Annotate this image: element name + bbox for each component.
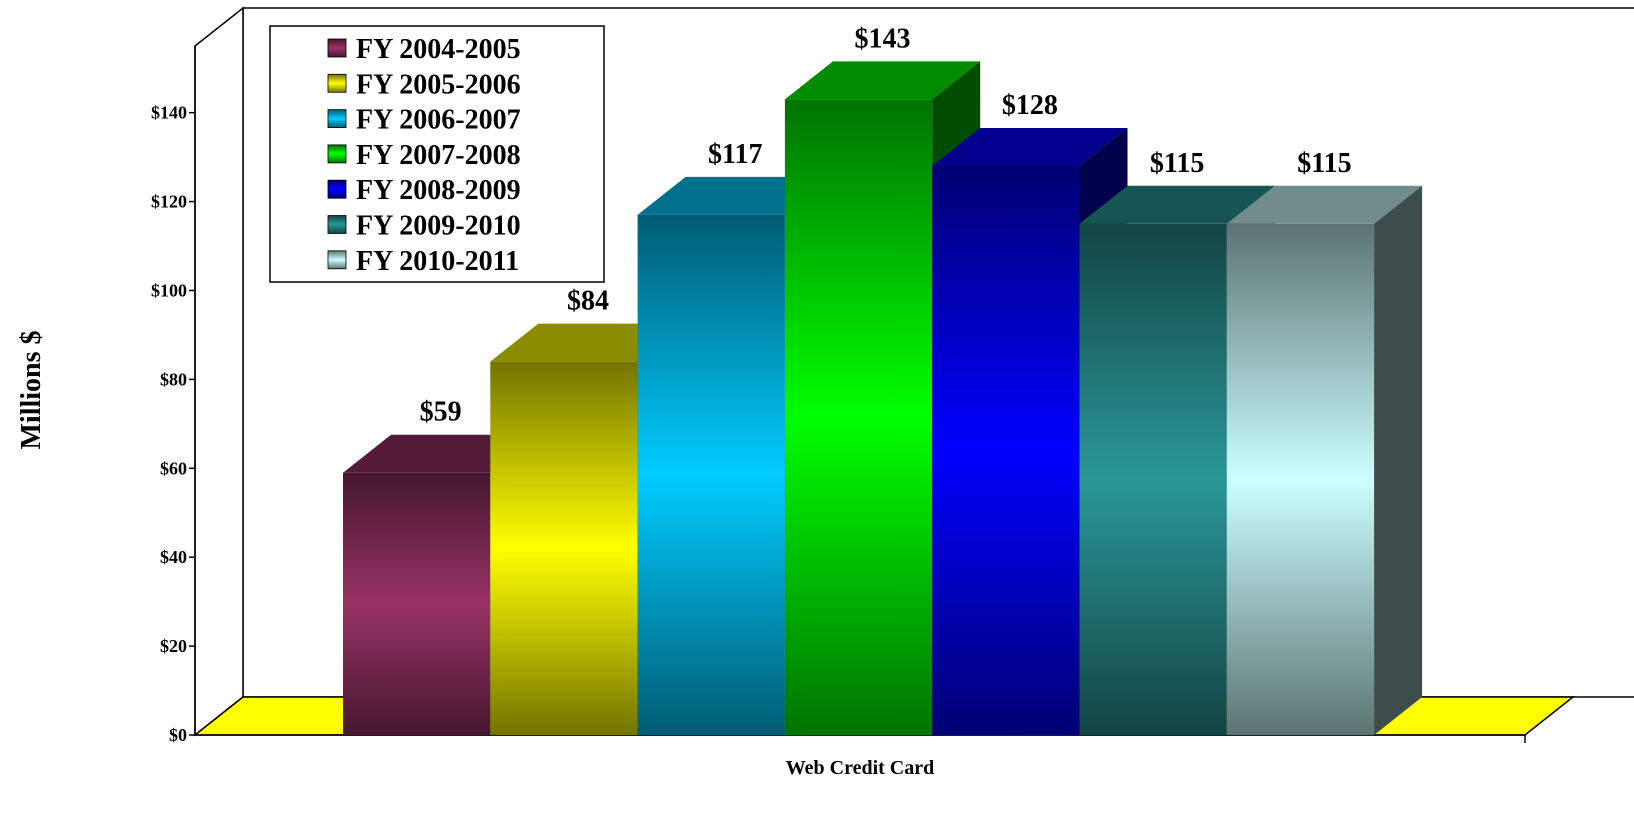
x-axis-label: Web Credit Card <box>786 757 935 779</box>
side-wall <box>194 6 244 737</box>
data-label: $128 <box>1002 90 1058 121</box>
legend-swatch <box>327 73 347 93</box>
y-tick-label: $80 <box>160 369 187 389</box>
legend-label: FY 2007-2008 <box>356 140 521 171</box>
legend-swatch <box>327 179 347 199</box>
bar-top <box>1226 185 1423 224</box>
data-label: $59 <box>420 397 462 428</box>
bar <box>343 472 491 735</box>
bar-top <box>343 434 539 473</box>
bar <box>637 214 785 735</box>
bar-side <box>1374 185 1423 735</box>
legend-swatch <box>327 215 347 234</box>
bar-top <box>932 128 1128 167</box>
legend-label: FY 2005-2006 <box>356 69 521 100</box>
data-label: $115 <box>1150 148 1204 179</box>
legend-label: FY 2009-2010 <box>356 211 521 242</box>
y-tick-label: $60 <box>160 458 187 478</box>
data-label: $117 <box>708 139 762 170</box>
legend-swatch <box>327 250 347 270</box>
legend-label: FY 2004-2005 <box>356 34 521 65</box>
y-tick-label: $120 <box>151 192 187 212</box>
legend-swatch <box>327 38 347 58</box>
data-label: $84 <box>567 286 609 317</box>
y-tick-label: $140 <box>151 103 187 123</box>
y-tick-label: $20 <box>160 636 187 656</box>
bar-top <box>637 176 833 215</box>
bar <box>1226 223 1375 735</box>
legend-label: FY 2008-2009 <box>356 175 521 206</box>
legend-swatch <box>327 144 347 164</box>
y-tick-label: $40 <box>160 547 187 567</box>
data-label: $115 <box>1297 148 1351 179</box>
bar <box>784 99 933 736</box>
bar <box>932 166 1080 735</box>
y-tick-label: $0 <box>169 725 187 745</box>
y-tick-label: $100 <box>151 280 187 300</box>
data-label: $143 <box>855 23 911 54</box>
bar <box>1079 223 1227 735</box>
bar-top <box>1079 185 1275 224</box>
bar <box>490 361 638 735</box>
bar-top <box>784 61 981 100</box>
legend-label: FY 2006-2007 <box>356 105 521 136</box>
bar-top <box>490 323 686 362</box>
legend-box <box>269 25 605 283</box>
y-axis-label: Millions $ <box>16 330 47 449</box>
legend-swatch <box>327 109 347 128</box>
legend-label: FY 2010-2011 <box>356 246 519 277</box>
